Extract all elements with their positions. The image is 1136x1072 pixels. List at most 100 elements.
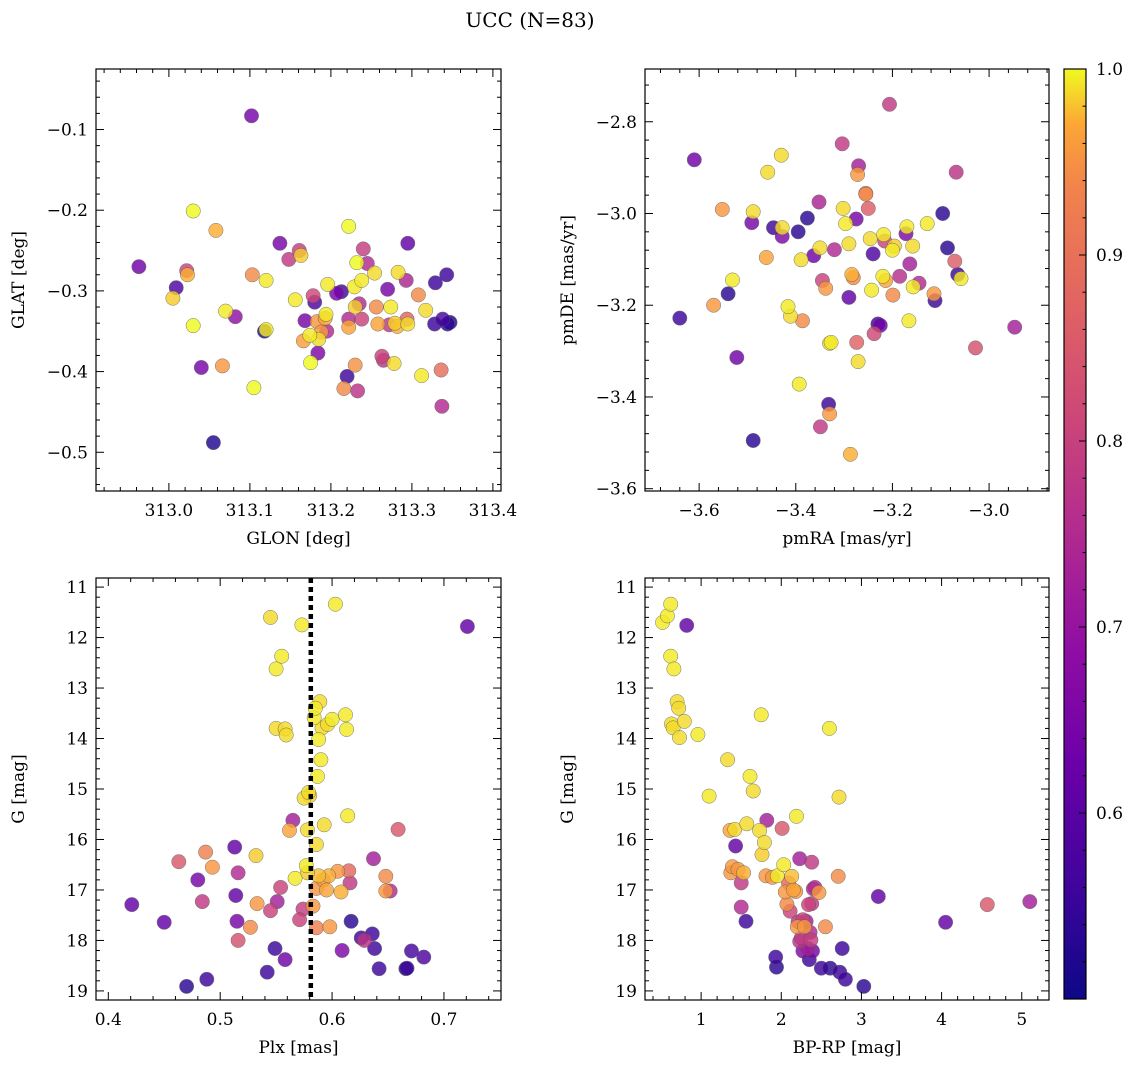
data-point bbox=[979, 897, 995, 913]
data-point bbox=[850, 354, 866, 370]
data-point bbox=[410, 287, 426, 303]
data-point bbox=[729, 350, 745, 365]
x-tick-label: −3.2 bbox=[872, 501, 913, 521]
data-point bbox=[738, 913, 754, 929]
y-tick-label: 19 bbox=[66, 982, 88, 1002]
data-point bbox=[228, 888, 244, 903]
figure-title: UCC (N=83) bbox=[465, 8, 594, 32]
data-point bbox=[968, 340, 983, 356]
data-point bbox=[230, 932, 246, 948]
data-point bbox=[690, 727, 706, 742]
data-point bbox=[190, 872, 206, 888]
data-point bbox=[905, 279, 921, 295]
data-point bbox=[756, 835, 772, 850]
data-point bbox=[672, 730, 687, 745]
x-tick-label: 3 bbox=[856, 1010, 867, 1030]
data-point bbox=[745, 433, 761, 448]
x-axis-label: Plx [mas] bbox=[258, 1038, 338, 1058]
data-point bbox=[938, 914, 954, 930]
y-tick-label: 13 bbox=[66, 679, 88, 699]
data-point bbox=[322, 919, 338, 935]
data-point bbox=[733, 899, 749, 915]
axes-frame bbox=[95, 577, 502, 1001]
data-point bbox=[769, 868, 785, 884]
data-point bbox=[246, 380, 262, 396]
y-tick-label: 12 bbox=[615, 629, 637, 649]
data-point bbox=[427, 275, 443, 291]
data-point bbox=[274, 648, 290, 664]
data-point bbox=[754, 847, 770, 863]
data-point bbox=[336, 381, 352, 396]
data-point bbox=[866, 326, 882, 342]
data-point bbox=[671, 700, 687, 716]
y-tick-label: 17 bbox=[615, 881, 637, 901]
data-point bbox=[156, 914, 172, 930]
scatter-panel-2: −3.6 −3.4 −3.2 −3.0 −3.6 −3.4 −3.2 −3.0 −2.8 pmRA… bbox=[558, 68, 1050, 549]
data-point bbox=[860, 200, 876, 216]
data-point bbox=[686, 152, 702, 168]
data-point bbox=[902, 256, 918, 272]
data-point bbox=[884, 242, 900, 258]
data-point bbox=[399, 960, 415, 976]
data-point bbox=[341, 319, 357, 335]
data-point bbox=[856, 978, 872, 994]
data-point bbox=[837, 971, 853, 987]
data-point bbox=[287, 292, 303, 308]
x-tick-label: 1 bbox=[696, 1010, 707, 1030]
data-point bbox=[835, 200, 851, 216]
scatter-panels: 313.0 313.1 313.2 313.3 313.4 −0.5 −0.4 −0.3 −0.… bbox=[9, 68, 1050, 1058]
data-point bbox=[434, 398, 450, 414]
y-tick-label: −3.2 bbox=[596, 296, 637, 316]
data-point bbox=[811, 885, 827, 900]
data-point bbox=[672, 310, 688, 326]
data-point bbox=[892, 268, 908, 284]
data-point bbox=[340, 808, 356, 824]
data-point bbox=[227, 839, 243, 855]
data-point bbox=[797, 919, 812, 935]
data-point bbox=[812, 240, 828, 256]
x-tick-label: 5 bbox=[1016, 1010, 1027, 1030]
data-point bbox=[799, 210, 815, 226]
data-point bbox=[293, 247, 309, 263]
x-axis-label: BP-RP [mag] bbox=[793, 1038, 902, 1058]
data-point bbox=[813, 960, 829, 976]
data-point bbox=[387, 315, 403, 331]
data-point bbox=[258, 322, 274, 338]
data-point bbox=[414, 368, 430, 384]
data-point bbox=[459, 619, 475, 634]
y-tick-label: 13 bbox=[615, 679, 637, 699]
data-point bbox=[185, 318, 201, 334]
data-point bbox=[273, 879, 289, 895]
data-point bbox=[272, 235, 288, 251]
y-tick-label: −2.8 bbox=[596, 113, 637, 133]
data-point bbox=[367, 265, 383, 281]
data-point bbox=[305, 288, 321, 304]
data-point bbox=[850, 167, 866, 182]
data-point bbox=[383, 299, 399, 315]
y-tick-label: −3.0 bbox=[596, 204, 637, 224]
data-point bbox=[268, 661, 284, 677]
data-point bbox=[390, 264, 406, 280]
data-point bbox=[263, 609, 278, 625]
x-tick-label: 313.4 bbox=[469, 501, 518, 521]
data-point bbox=[378, 883, 394, 899]
data-point bbox=[316, 817, 332, 833]
data-point bbox=[663, 596, 679, 612]
x-tick-label: 313.3 bbox=[388, 501, 437, 521]
data-point bbox=[862, 231, 878, 247]
data-point bbox=[347, 357, 363, 373]
axes-frame bbox=[644, 577, 1050, 1001]
data-point bbox=[789, 808, 804, 824]
data-point bbox=[714, 201, 730, 217]
data-point bbox=[831, 789, 847, 805]
data-point bbox=[818, 280, 834, 296]
y-tick-label: 17 bbox=[66, 881, 88, 901]
y-axis-label: pmDE [mas/yr] bbox=[558, 215, 578, 345]
data-point bbox=[339, 721, 355, 737]
data-point bbox=[343, 913, 359, 929]
data-point bbox=[758, 250, 774, 265]
x-tick-label: 313.1 bbox=[226, 501, 275, 521]
data-point bbox=[214, 358, 230, 374]
data-point bbox=[433, 362, 449, 378]
data-point bbox=[354, 272, 370, 288]
